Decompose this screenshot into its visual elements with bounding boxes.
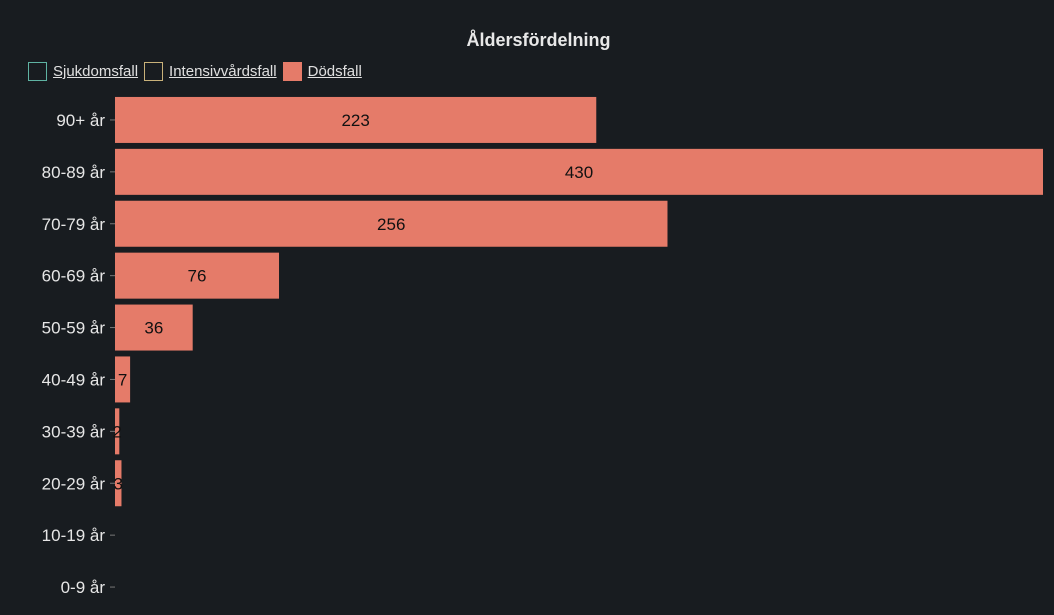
legend-label-intensivvardsfall: Intensivvårdsfall xyxy=(169,63,277,80)
bar[interactable] xyxy=(115,408,120,455)
bar-value-label: 223 xyxy=(341,111,369,130)
legend-label-sjukdomsfall: Sjukdomsfall xyxy=(53,63,139,80)
y-tick-label: 30-39 år xyxy=(42,422,106,441)
bar-value-label: 76 xyxy=(188,267,207,286)
legend-item-sjukdomsfall[interactable]: Sjukdomsfall xyxy=(28,62,138,81)
legend-swatch-intensivvardsfall xyxy=(144,62,164,81)
bar-value-label: 36 xyxy=(144,319,163,338)
y-tick-label: 90+ år xyxy=(56,111,105,130)
bar-value-label: 7 xyxy=(118,370,127,389)
bar-value-label: 3 xyxy=(114,474,123,493)
legend: Sjukdomsfall Intensivvårdsfall Dödsfall xyxy=(28,62,368,81)
bar-value-label: 430 xyxy=(565,163,593,182)
y-tick-label: 10-19 år xyxy=(42,526,106,545)
bar[interactable] xyxy=(115,356,131,403)
bar[interactable] xyxy=(115,200,668,247)
bar-value-label: 2 xyxy=(112,422,121,441)
bar-value-label: 256 xyxy=(377,215,405,234)
bar[interactable] xyxy=(115,96,597,143)
y-tick-label: 0-9 år xyxy=(61,578,106,597)
y-tick-label: 60-69 år xyxy=(42,267,106,286)
bar[interactable] xyxy=(115,252,280,299)
legend-item-dodsfall[interactable]: Dödsfall xyxy=(282,62,362,81)
bar[interactable] xyxy=(115,460,122,507)
y-tick-label: 80-89 år xyxy=(42,163,106,182)
y-tick-label: 70-79 år xyxy=(42,215,106,234)
legend-swatch-dodsfall xyxy=(282,62,302,81)
bar[interactable] xyxy=(115,304,193,351)
y-tick-label: 20-29 år xyxy=(42,474,106,493)
legend-item-intensivvardsfall[interactable]: Intensivvårdsfall xyxy=(144,62,277,81)
chart-title: Åldersfördelning xyxy=(466,30,611,50)
y-tick-label: 40-49 år xyxy=(42,370,106,389)
y-tick-label: 50-59 år xyxy=(42,319,106,338)
legend-label-dodsfall: Dödsfall xyxy=(307,63,362,80)
bar[interactable] xyxy=(115,148,1043,195)
legend-swatch-sjukdomsfall xyxy=(28,62,47,81)
